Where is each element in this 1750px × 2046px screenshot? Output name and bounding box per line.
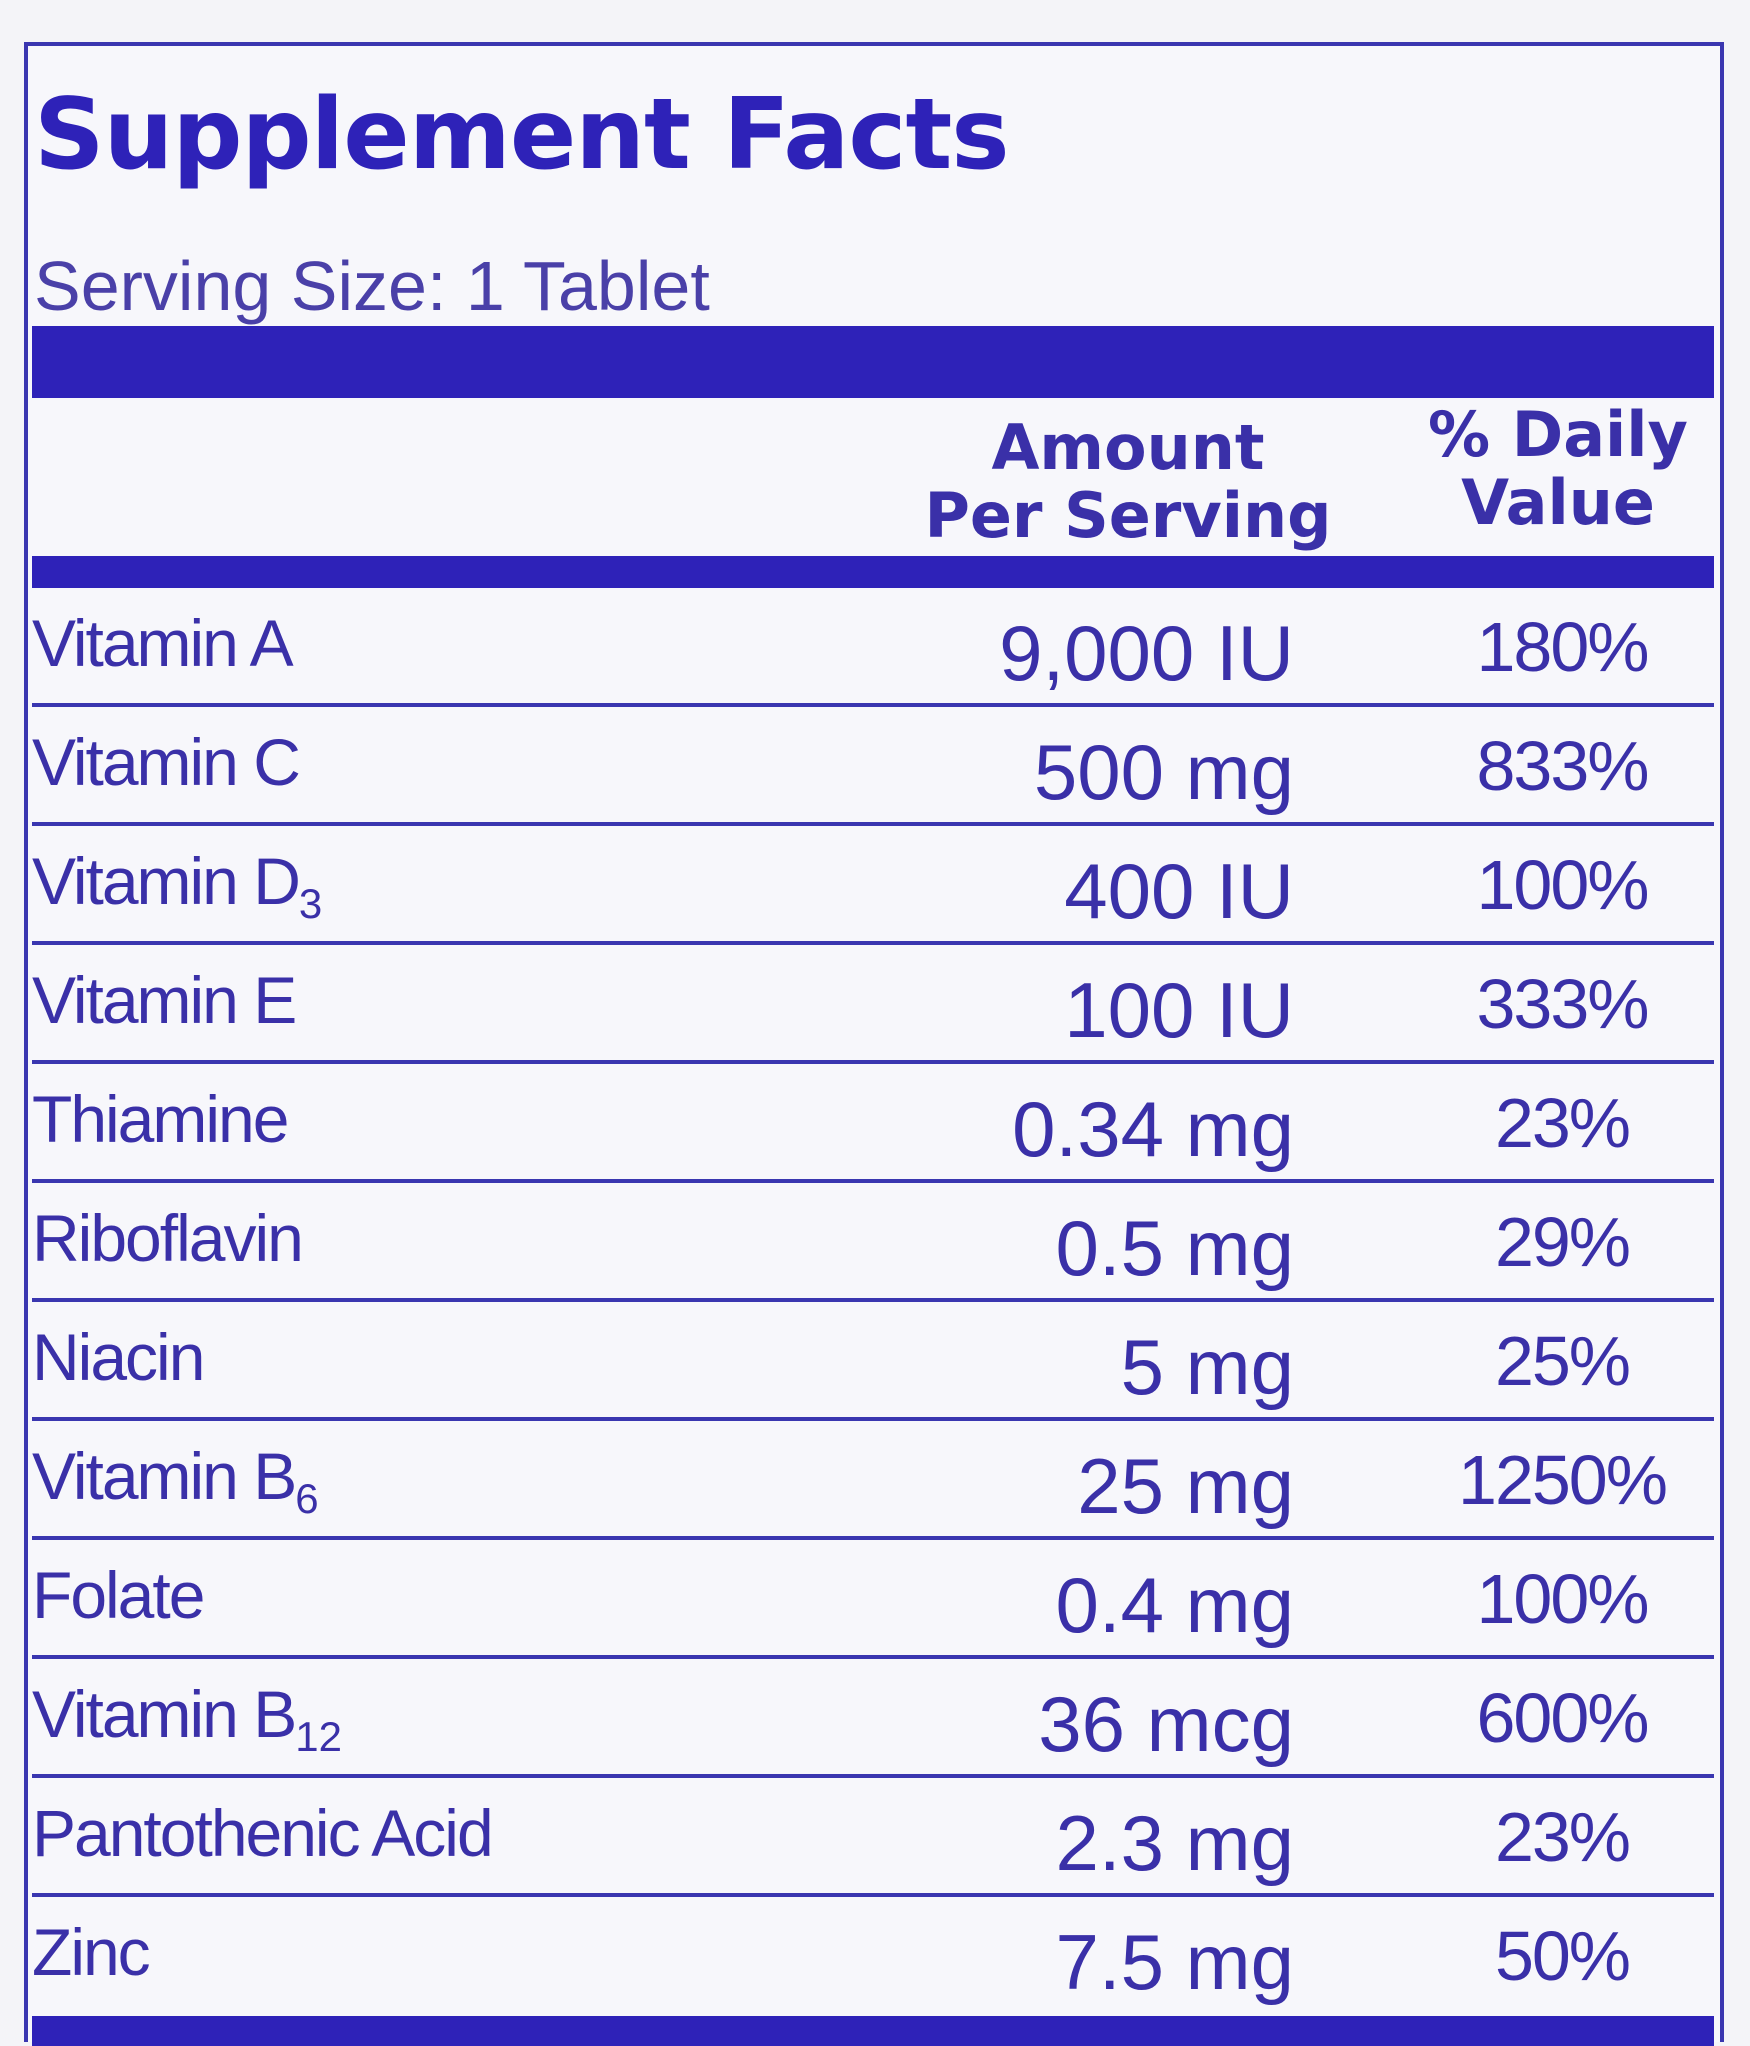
nutrient-name: Thiamine: [32, 1082, 289, 1156]
table-row: Folate 0.4 mg 100%: [32, 1540, 1714, 1659]
dv-header-line1: % Daily: [1428, 398, 1688, 471]
nutrient-amount: 7.5 mg: [1055, 1918, 1294, 2006]
nutrient-amount: 400 IU: [1064, 847, 1294, 935]
nutrient-daily-value: 23%: [1494, 1084, 1631, 1162]
nutrient-daily-value: 100%: [1476, 846, 1649, 924]
nutrient-amount: 0.5 mg: [1055, 1204, 1294, 1292]
nutrient-amount: 25 mg: [1077, 1442, 1294, 1530]
nutrient-amount: 36 mcg: [1038, 1680, 1294, 1768]
nutrient-amount: 2.3 mg: [1055, 1799, 1294, 1887]
nutrient-daily-value: 23%: [1494, 1798, 1631, 1876]
top-divider-bar: [32, 326, 1714, 398]
nutrient-name: Pantothenic Acid: [32, 1796, 494, 1870]
dv-header-line2: Value: [1461, 466, 1655, 539]
nutrient-table: Vitamin A 9,000 IU 180% Vitamin C 500 mg…: [32, 588, 1714, 2016]
nutrient-daily-value: 833%: [1476, 727, 1649, 805]
nutrient-daily-value: 600%: [1476, 1679, 1649, 1757]
nutrient-daily-value: 100%: [1476, 1560, 1649, 1638]
table-row: Vitamin D3 400 IU 100%: [32, 826, 1714, 945]
table-row: Vitamin C 500 mg 833%: [32, 707, 1714, 826]
amount-per-serving-header: Amount Per Serving: [878, 414, 1378, 550]
nutrient-name: Zinc: [32, 1915, 151, 1989]
nutrient-amount: 5 mg: [1120, 1323, 1294, 1411]
amount-header-line1: Amount: [991, 411, 1265, 484]
supplement-facts-panel: Supplement Facts Serving Size: 1 Tablet …: [24, 42, 1724, 2046]
panel-title: Supplement Facts: [34, 78, 1010, 192]
table-row: Niacin 5 mg 25%: [32, 1302, 1714, 1421]
nutrient-name: Vitamin B12: [32, 1677, 342, 1760]
table-row: Vitamin A 9,000 IU 180%: [32, 588, 1714, 707]
daily-value-header: % Daily Value: [1408, 401, 1708, 537]
nutrient-daily-value: 180%: [1476, 608, 1649, 686]
nutrient-amount: 9,000 IU: [999, 609, 1294, 697]
table-row: Vitamin B12 36 mcg 600%: [32, 1659, 1714, 1778]
nutrient-name: Vitamin A: [32, 606, 294, 680]
nutrient-name: Vitamin D3: [32, 844, 323, 927]
nutrient-amount: 500 mg: [1033, 728, 1294, 816]
nutrient-amount: 0.34 mg: [1012, 1085, 1294, 1173]
nutrient-name: Folate: [32, 1558, 205, 1632]
bottom-divider-bar: [32, 2016, 1714, 2046]
nutrient-amount: 0.4 mg: [1055, 1561, 1294, 1649]
nutrient-daily-value: 29%: [1494, 1203, 1631, 1281]
nutrient-name: Vitamin B6: [32, 1439, 319, 1522]
table-row: Zinc 7.5 mg 50%: [32, 1897, 1714, 2016]
nutrient-name: Vitamin C: [32, 725, 301, 799]
table-row: Riboflavin 0.5 mg 29%: [32, 1183, 1714, 1302]
table-row: Vitamin B6 25 mg 1250%: [32, 1421, 1714, 1540]
table-row: Vitamin E 100 IU 333%: [32, 945, 1714, 1064]
nutrient-daily-value: 50%: [1494, 1917, 1631, 1995]
nutrient-amount: 100 IU: [1064, 966, 1294, 1054]
nutrient-name: Niacin: [32, 1320, 205, 1394]
header-divider-bar: [32, 556, 1714, 588]
nutrient-name: Riboflavin: [32, 1201, 304, 1275]
nutrient-daily-value: 1250%: [1458, 1441, 1668, 1519]
table-row: Thiamine 0.34 mg 23%: [32, 1064, 1714, 1183]
nutrient-daily-value: 333%: [1476, 965, 1649, 1043]
table-row: Pantothenic Acid 2.3 mg 23%: [32, 1778, 1714, 1897]
amount-header-line2: Per Serving: [924, 479, 1332, 552]
nutrient-daily-value: 25%: [1494, 1322, 1631, 1400]
nutrient-name: Vitamin E: [32, 963, 297, 1037]
serving-size: Serving Size: 1 Tablet: [34, 247, 710, 325]
